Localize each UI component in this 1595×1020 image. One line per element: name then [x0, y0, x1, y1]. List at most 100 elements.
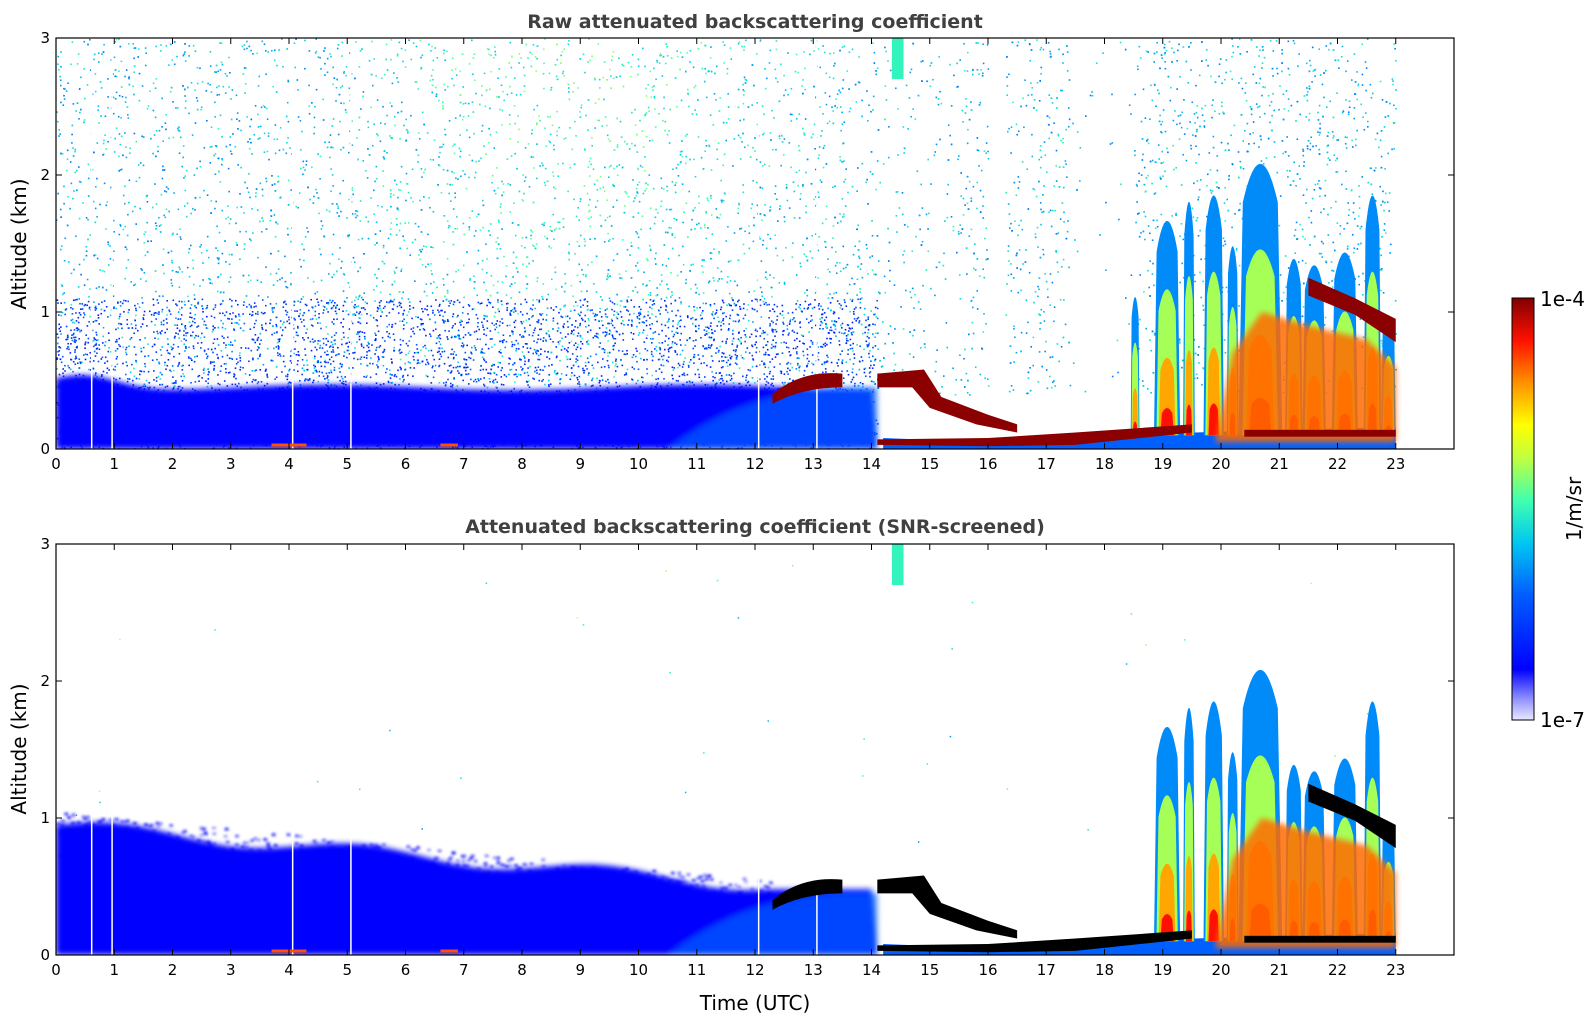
noise-dot: [125, 96, 127, 99]
noise-dot: [432, 210, 435, 213]
noise-dot: [1313, 189, 1316, 191]
noise-dot: [468, 176, 470, 179]
noise-dot: [1286, 169, 1288, 172]
noise-dot: [98, 122, 100, 124]
noise-dot: [329, 262, 331, 265]
noise-dot: [757, 300, 759, 303]
noise-dot: [856, 278, 859, 281]
noise-dot: [531, 316, 533, 318]
noise-dot: [1049, 273, 1052, 275]
noise-dot: [199, 285, 201, 287]
noise-dot: [740, 354, 743, 357]
noise-dot: [1161, 150, 1163, 153]
noise-dot: [58, 69, 60, 71]
noise-dot: [549, 225, 551, 228]
noise-dot: [637, 379, 639, 382]
noise-dot: [846, 70, 849, 72]
noise-dot: [194, 50, 197, 52]
noise-dot: [62, 104, 65, 106]
noise-dot: [839, 91, 842, 94]
noise-dot: [298, 192, 301, 194]
noise-dot: [1287, 176, 1289, 178]
noise-dot: [610, 75, 612, 77]
noise-dot: [1022, 97, 1024, 100]
noise-dot: [767, 366, 770, 369]
noise-dot: [1325, 260, 1327, 262]
noise-dot: [338, 367, 341, 370]
noise-dot: [122, 346, 124, 348]
noise-dot: [78, 298, 80, 300]
noise-dot: [935, 143, 938, 146]
noise-dot: [524, 147, 527, 149]
noise-dot: [109, 314, 112, 317]
noise-dot: [725, 139, 727, 142]
noise-dot: [301, 130, 303, 133]
noise-dot: [791, 366, 794, 369]
noise-dot: [845, 168, 847, 170]
noise-dot: [903, 152, 905, 154]
noise-dot: [606, 134, 609, 137]
noise-dot: [710, 195, 712, 197]
noise-dot: [471, 101, 474, 103]
noise-dot: [532, 156, 535, 159]
noise-dot: [613, 185, 616, 187]
noise-dot: [1324, 194, 1326, 197]
noise-dot: [1052, 381, 1054, 384]
noise-dot: [700, 380, 703, 382]
noise-dot: [718, 252, 720, 255]
noise-dot: [91, 168, 94, 171]
noise-dot: [398, 189, 400, 191]
noise-dot: [910, 115, 912, 118]
noise-dot: [1192, 216, 1195, 218]
noise-dot: [608, 176, 610, 178]
noise-dot: [250, 49, 252, 52]
noise-dot: [548, 245, 550, 248]
noise-dot: [809, 250, 812, 253]
noise-dot: [803, 132, 805, 134]
noise-dot: [632, 200, 635, 203]
noise-dot: [494, 46, 496, 48]
noise-dot: [269, 273, 272, 275]
noise-dot: [1294, 252, 1297, 254]
noise-dot: [733, 138, 736, 140]
noise-dot: [147, 343, 149, 345]
noise-dot: [396, 53, 399, 56]
noise-dot: [427, 263, 429, 266]
noise-dot: [700, 41, 703, 44]
noise-dot: [1306, 87, 1308, 89]
noise-dot: [355, 41, 357, 43]
noise-dot: [645, 95, 648, 97]
noise-dot: [797, 364, 799, 366]
noise-dot: [381, 206, 383, 208]
noise-dot: [1162, 109, 1165, 111]
noise-dot: [193, 294, 196, 296]
noise-dot: [397, 81, 400, 83]
noise-dot: [568, 87, 570, 89]
noise-dot: [584, 384, 587, 387]
noise-dot: [613, 167, 615, 170]
noise-dot: [226, 75, 228, 77]
noise-dot: [599, 87, 601, 89]
noise-dot: [866, 247, 868, 250]
noise-dot: [386, 69, 389, 71]
noise-dot: [525, 319, 527, 322]
noise-dot: [138, 176, 141, 179]
noise-dot: [1353, 251, 1355, 254]
noise-dot: [1229, 70, 1232, 73]
noise-dot: [518, 53, 521, 55]
noise-dot: [408, 340, 411, 342]
noise-dot: [1287, 155, 1290, 157]
noise-dot: [760, 260, 763, 262]
noise-dot: [203, 367, 205, 370]
noise-dot: [315, 38, 317, 40]
noise-dot: [195, 97, 198, 99]
noise-dot: [812, 133, 814, 135]
noise-dot: [272, 360, 274, 362]
noise-dot: [727, 226, 729, 228]
noise-dot: [619, 277, 621, 279]
noise-dot: [381, 280, 384, 283]
noise-dot: [949, 63, 951, 66]
noise-dot: [557, 163, 559, 165]
noise-dot: [1318, 187, 1321, 189]
noise-dot: [464, 362, 467, 365]
